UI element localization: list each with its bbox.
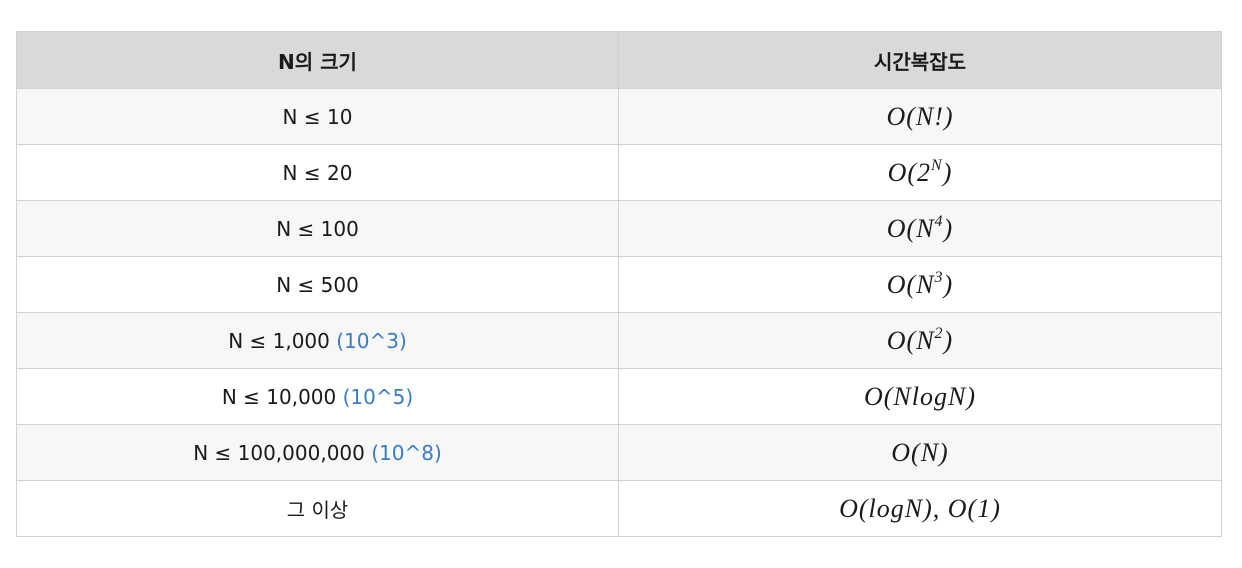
table-row: N ≤ 100 O(N4) [16,200,1222,257]
complexity-text: O(2 [887,157,932,187]
complexity-cell: O(N2) [618,312,1222,369]
size-text: 그 이상 [286,498,349,522]
complexity-cell: O(N) [618,424,1222,481]
size-text: N ≤ 10 [282,104,353,129]
table-header-row: N의 크기 시간복잡도 [16,31,1222,89]
complexity-exponent: 2 [934,324,944,342]
complexity-tail: ) [943,325,954,355]
table-row: N ≤ 20 O(2N) [16,144,1222,201]
complexity-text: O(N!) [886,101,954,131]
complexity-exponent: 4 [934,212,944,230]
table-row: N ≤ 10 O(N!) [16,88,1222,145]
complexity-cell: O(N3) [618,256,1222,313]
table-row: N ≤ 1,000 (10^3) O(N2) [16,312,1222,369]
complexity-exponent: N [931,156,943,174]
size-cell: N ≤ 20 [16,144,619,201]
power-hint: (10^8) [371,440,442,465]
table-row: N ≤ 100,000,000 (10^8) O(N) [16,424,1222,481]
complexity-cell: O(N4) [618,200,1222,257]
complexity-cell: O(NlogN) [618,368,1222,425]
complexity-table: N의 크기 시간복잡도 N ≤ 10 O(N!) N ≤ 20 O(2N) N … [16,31,1222,537]
size-cell: N ≤ 1,000 (10^3) [16,312,619,369]
table-row: 그 이상 O(logN), O(1) [16,480,1222,537]
complexity-tail: ) [942,157,953,187]
complexity-tail: ) [943,213,954,243]
size-text: N ≤ 100,000,000 [193,440,365,465]
header-time-complexity: 시간복잡도 [618,31,1222,89]
power-hint: (10^5) [342,384,414,409]
complexity-cell: O(2N) [618,144,1222,201]
size-cell: N ≤ 500 [16,256,619,313]
size-text: N ≤ 100 [276,216,359,241]
size-cell: N ≤ 100 [16,200,619,257]
header-input-size: N의 크기 [16,31,619,89]
table-row: N ≤ 500 O(N3) [16,256,1222,313]
size-cell: N ≤ 10,000 (10^5) [16,368,619,425]
size-cell: 그 이상 [16,480,619,537]
complexity-text: O(logN), O(1) [839,493,1001,523]
complexity-text: O(N [886,213,935,243]
size-text: N ≤ 10,000 [221,384,337,409]
complexity-exponent: 3 [934,268,944,286]
size-cell: N ≤ 100,000,000 (10^8) [16,424,619,481]
complexity-cell: O(N!) [618,88,1222,145]
complexity-text: O(N [886,325,935,355]
complexity-text: O(NlogN) [864,381,976,411]
complexity-table-wrapper: N의 크기 시간복잡도 N ≤ 10 O(N!) N ≤ 20 O(2N) N … [16,31,1222,537]
size-text: N ≤ 1,000 [228,328,330,353]
size-text: N ≤ 20 [282,160,353,185]
complexity-text: O(N [886,269,935,299]
table-row: N ≤ 10,000 (10^5) O(NlogN) [16,368,1222,425]
complexity-text: O(N) [891,437,949,467]
complexity-tail: ) [943,269,954,299]
power-hint: (10^3) [336,328,407,353]
complexity-cell: O(logN), O(1) [618,480,1222,537]
size-cell: N ≤ 10 [16,88,619,145]
size-text: N ≤ 500 [276,272,359,297]
